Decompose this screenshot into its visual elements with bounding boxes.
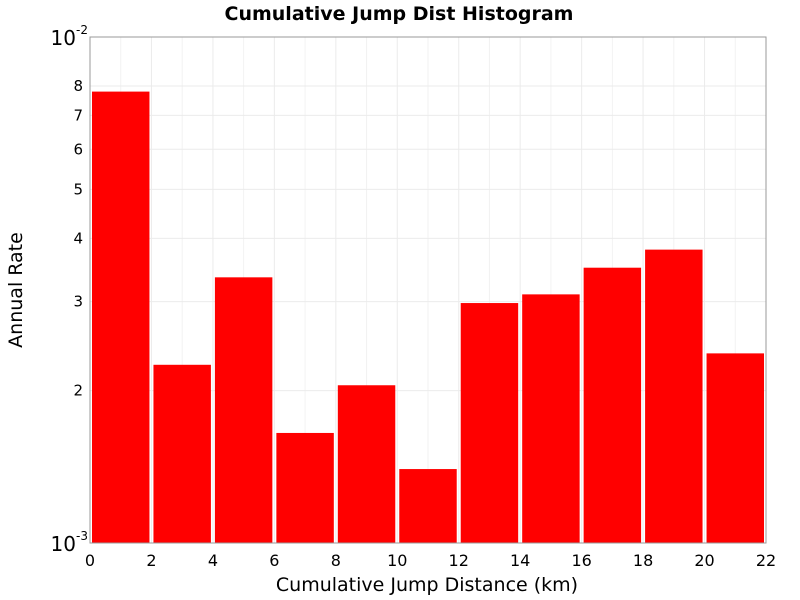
chart-title: Cumulative Jump Dist Histogram [225,3,574,25]
x-tick-label: 4 [208,551,218,570]
x-tick-label: 0 [85,551,95,570]
x-tick-label: 22 [756,551,776,570]
bar [214,277,273,543]
x-tick-label: 18 [633,551,653,570]
x-tick-label: 20 [694,551,714,570]
bar [92,91,150,543]
y-tick-label: 6 [73,140,83,158]
y-tick-label: 2 [73,382,83,400]
x-tick-label: 10 [387,551,407,570]
x-axis-label: Cumulative Jump Distance (km) [276,574,578,596]
y-tick-label: 8 [73,77,83,95]
y-tick-exponent: -2 [76,23,88,37]
y-tick-label: 10 [51,532,76,556]
bar [583,267,642,543]
bars [92,91,764,543]
x-tick-label: 14 [510,551,530,570]
bar [645,249,703,543]
y-tick-exponent: -3 [76,529,88,543]
bar [460,303,519,543]
bar [276,432,334,543]
y-tick-label: 3 [73,293,83,311]
bar [706,353,764,543]
y-tick-label: 5 [73,180,83,198]
x-tick-label: 8 [331,551,341,570]
y-tick-label: 10 [51,26,76,50]
x-axis-ticks: 0 2 4 6 8 10 12 14 16 18 20 22 [85,551,776,570]
bar [337,385,396,543]
y-axis-label: Annual Rate [5,232,27,348]
x-tick-label: 16 [571,551,591,570]
y-tick-label: 7 [73,106,83,124]
x-tick-label: 2 [146,551,156,570]
bar [522,294,580,543]
x-tick-label: 6 [269,551,279,570]
bar [399,469,457,543]
bar [153,364,211,543]
y-tick-label: 4 [73,229,83,247]
plot-frame [89,36,767,544]
x-tick-label: 12 [449,551,469,570]
